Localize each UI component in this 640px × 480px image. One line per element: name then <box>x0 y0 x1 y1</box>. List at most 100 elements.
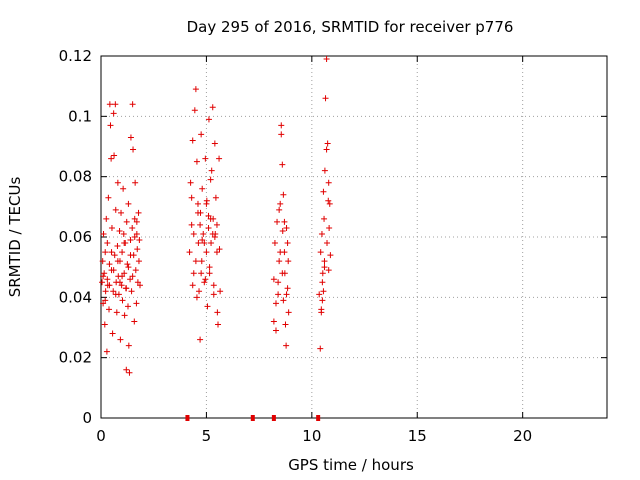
data-point <box>100 273 107 280</box>
data-point <box>191 107 198 114</box>
data-point <box>108 155 115 162</box>
data-point <box>124 261 131 268</box>
data-point <box>279 227 286 234</box>
data-point <box>198 131 205 138</box>
data-point <box>128 288 135 295</box>
data-point <box>123 366 130 373</box>
data-point <box>102 288 109 295</box>
data-point <box>209 104 216 111</box>
data-point <box>112 291 119 298</box>
data-point <box>130 146 137 153</box>
data-point <box>110 110 117 117</box>
data-point <box>127 252 134 259</box>
data-point <box>195 240 202 247</box>
data-point <box>210 291 217 298</box>
data-point <box>213 249 220 256</box>
data-point <box>197 336 204 343</box>
data-point <box>194 209 201 216</box>
data-point <box>320 188 327 195</box>
data-point <box>113 309 120 316</box>
data-point <box>319 279 326 286</box>
data-point <box>318 309 325 316</box>
data-point <box>213 221 220 228</box>
data-point <box>207 215 214 222</box>
data-point <box>111 252 118 259</box>
data-point <box>285 258 292 265</box>
data-point <box>277 249 284 256</box>
data-point <box>101 270 108 277</box>
data-point <box>285 309 292 316</box>
data-point <box>324 240 331 247</box>
data-point <box>189 137 196 144</box>
data-point <box>278 131 285 138</box>
data-point <box>123 218 130 225</box>
data-point <box>197 221 204 228</box>
x-tick-label: 10 <box>302 427 321 445</box>
x-axis-marker <box>271 415 276 421</box>
data-points <box>99 56 334 376</box>
data-point <box>99 279 106 286</box>
data-point <box>116 279 123 286</box>
y-tick-label: 0.12 <box>59 47 92 65</box>
data-point <box>324 140 331 147</box>
data-point <box>282 321 289 328</box>
data-point <box>110 267 117 274</box>
data-point <box>321 258 328 265</box>
data-point <box>108 224 115 231</box>
data-point <box>270 276 277 283</box>
data-point <box>209 230 216 237</box>
data-point <box>125 264 132 271</box>
data-point <box>205 224 212 231</box>
data-point <box>114 179 121 186</box>
y-tick-label: 0.1 <box>68 107 92 125</box>
data-point <box>129 224 136 231</box>
data-point <box>270 318 277 325</box>
data-point <box>127 134 134 141</box>
data-point <box>319 297 326 304</box>
data-point <box>136 237 143 244</box>
data-point <box>112 206 119 213</box>
y-tick-label: 0.06 <box>59 228 92 246</box>
grid <box>101 56 607 418</box>
data-point <box>135 258 142 265</box>
data-point <box>325 197 332 204</box>
x-axis-marker <box>185 415 190 421</box>
data-point <box>317 345 324 352</box>
data-point <box>203 200 210 207</box>
data-point <box>112 101 119 108</box>
data-point <box>278 122 285 129</box>
data-point <box>127 276 134 283</box>
data-point <box>205 212 212 219</box>
data-point <box>106 306 113 313</box>
data-point <box>131 234 138 240</box>
data-point <box>211 234 218 240</box>
data-point <box>201 279 208 286</box>
data-point <box>108 249 115 256</box>
data-point <box>132 179 139 186</box>
data-point <box>100 300 107 307</box>
data-point <box>190 270 197 277</box>
y-tick-label: 0.02 <box>59 349 92 367</box>
data-point <box>321 167 328 174</box>
data-point <box>281 218 288 225</box>
data-point <box>283 291 290 298</box>
data-point <box>121 312 128 319</box>
data-point <box>323 146 330 153</box>
data-point <box>137 282 144 289</box>
data-point <box>192 86 199 93</box>
data-point <box>121 240 128 247</box>
x-axis-marker <box>316 415 321 421</box>
data-point <box>120 185 127 192</box>
data-point <box>207 176 214 183</box>
data-point <box>134 246 141 253</box>
data-point <box>280 191 287 198</box>
data-point <box>212 194 219 201</box>
data-point <box>127 237 134 244</box>
data-point <box>110 288 117 295</box>
data-point <box>316 291 323 298</box>
axis-tick-labels: 0 0.02 0.04 0.06 0.08 0.1 0.12 0 5 10 15 20 <box>59 47 533 445</box>
data-point <box>323 56 330 63</box>
data-point <box>204 303 211 310</box>
data-point <box>105 194 112 201</box>
data-point <box>276 258 283 265</box>
